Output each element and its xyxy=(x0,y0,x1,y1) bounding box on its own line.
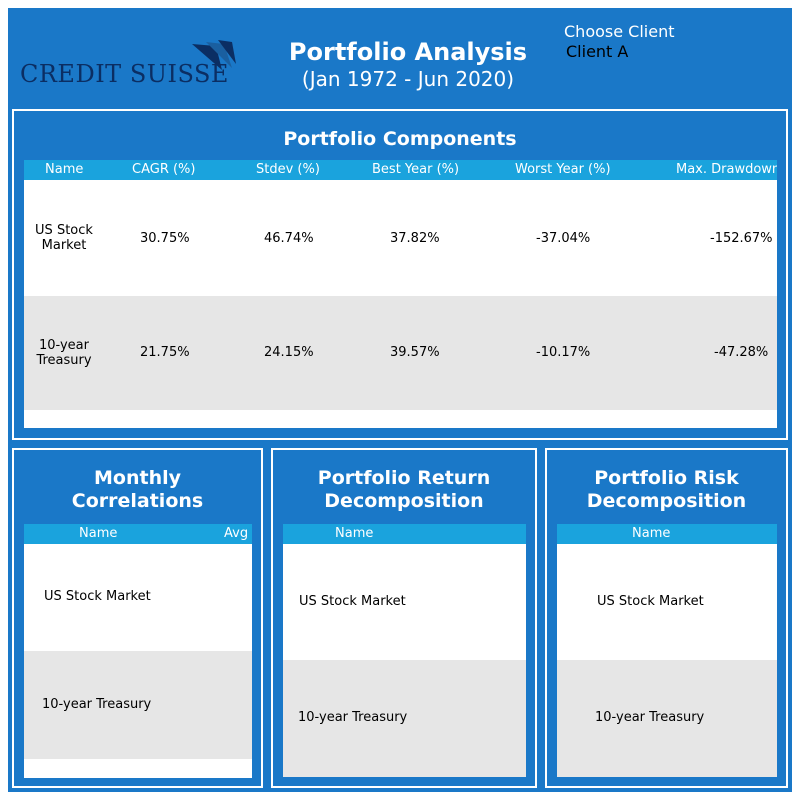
return-table-header: Name xyxy=(283,524,526,544)
title-line1: Monthly xyxy=(94,467,181,489)
dashboard-frame: CREDIT SUISSE Portfolio Analysis (Jan 19… xyxy=(8,8,792,792)
title-line2: Decomposition xyxy=(324,490,484,512)
risk-table-header: Name xyxy=(557,524,777,544)
sails-logo-icon xyxy=(192,40,236,70)
components-table: Name CAGR (%) Stdev (%) Best Year (%) Wo… xyxy=(24,160,777,428)
column-header-worst-year[interactable]: Worst Year (%) xyxy=(515,162,611,177)
column-header-best-year[interactable]: Best Year (%) xyxy=(372,162,460,177)
title-line1: Portfolio Risk xyxy=(594,467,739,489)
components-table-header: Name CAGR (%) Stdev (%) Best Year (%) Wo… xyxy=(24,160,777,180)
correlations-table: Name Avg US Stock Market 10-year Treasur… xyxy=(24,524,252,778)
stdev-value: 46.74% xyxy=(264,231,314,246)
column-header-name[interactable]: Name xyxy=(632,526,671,541)
row-name: US Stock Market xyxy=(44,589,151,604)
column-header-cagr[interactable]: CAGR (%) xyxy=(132,162,196,177)
column-header-max-drawdown[interactable]: Max. Drawdown xyxy=(676,162,777,177)
table-row[interactable]: 10-year Treasury xyxy=(557,660,777,777)
row-name: US Stock Market xyxy=(24,223,104,253)
table-row[interactable]: US Stock Market xyxy=(283,544,526,660)
row-name: 10-year Treasury xyxy=(595,710,705,725)
cagr-value: 21.75% xyxy=(140,345,190,360)
table-row[interactable]: 10-year Treasury xyxy=(24,651,252,759)
best-year-value: 39.57% xyxy=(390,345,440,360)
correlations-table-header: Name Avg xyxy=(24,524,252,544)
worst-year-value: -37.04% xyxy=(536,231,591,246)
monthly-correlations-panel: Monthly Correlations Name Avg US Stock M… xyxy=(12,448,263,788)
title-block: Portfolio Analysis (Jan 1972 - Jun 2020) xyxy=(238,38,578,92)
risk-decomposition-table: Name US Stock Market 10-year Treasury xyxy=(557,524,777,777)
title-line2: Correlations xyxy=(71,490,204,512)
cagr-value: 30.75% xyxy=(140,231,190,246)
row-name-line1: US Stock xyxy=(35,223,93,238)
worst-year-value: -10.17% xyxy=(536,345,591,360)
row-name-line2: Treasury xyxy=(36,353,92,368)
table-row[interactable]: US Stock Market xyxy=(557,544,777,660)
title-line2: Decomposition xyxy=(586,490,747,512)
max-drawdown-value: -47.28% xyxy=(714,345,769,360)
best-year-value: 37.82% xyxy=(390,231,440,246)
row-name: 10-year Treasury xyxy=(42,697,152,712)
table-row[interactable]: US Stock Market xyxy=(24,544,252,651)
portfolio-components-panel: Portfolio Components Name CAGR (%) Stdev… xyxy=(12,109,788,440)
risk-decomposition-title: Portfolio Risk Decomposition xyxy=(547,467,786,513)
table-row[interactable]: US Stock Market 30.75% 46.74% 37.82% -37… xyxy=(24,180,777,296)
column-header-stdev[interactable]: Stdev (%) xyxy=(256,162,320,177)
credit-suisse-logo: CREDIT SUISSE xyxy=(20,40,236,92)
logo-text: CREDIT SUISSE xyxy=(20,60,229,88)
column-header-name[interactable]: Name xyxy=(79,526,118,541)
table-row[interactable]: 10-year Treasury 21.75% 24.15% 39.57% -1… xyxy=(24,296,777,410)
row-name: US Stock Market xyxy=(597,594,704,609)
horizontal-scrollbar[interactable] xyxy=(24,759,252,778)
client-select[interactable]: Client A xyxy=(566,42,629,61)
page-title: Portfolio Analysis xyxy=(288,38,528,66)
column-header-name[interactable]: Name xyxy=(45,162,84,177)
max-drawdown-value: -152.67% xyxy=(710,231,773,246)
monthly-correlations-title: Monthly Correlations xyxy=(14,467,261,513)
portfolio-components-title: Portfolio Components xyxy=(283,128,517,150)
row-name: US Stock Market xyxy=(299,594,406,609)
return-decomposition-panel: Portfolio Return Decomposition Name US S… xyxy=(271,448,537,788)
horizontal-scrollbar[interactable] xyxy=(24,410,777,428)
title-line1: Portfolio Return xyxy=(317,467,491,489)
stdev-value: 24.15% xyxy=(264,345,314,360)
table-row[interactable]: 10-year Treasury xyxy=(283,660,526,777)
row-name: 10-year Treasury xyxy=(24,338,104,368)
column-header-avg[interactable]: Avg xyxy=(224,526,249,541)
return-decomposition-title: Portfolio Return Decomposition xyxy=(273,467,535,513)
row-name-line1: 10-year xyxy=(38,338,89,353)
return-decomposition-table: Name US Stock Market 10-year Treasury xyxy=(283,524,526,777)
page-subtitle: (Jan 1972 - Jun 2020) xyxy=(301,67,515,91)
row-name-line2: Market xyxy=(41,238,87,253)
choose-client-label: Choose Client xyxy=(564,22,675,41)
risk-decomposition-panel: Portfolio Risk Decomposition Name US Sto… xyxy=(545,448,788,788)
row-name: 10-year Treasury xyxy=(298,710,408,725)
column-header-name[interactable]: Name xyxy=(335,526,374,541)
